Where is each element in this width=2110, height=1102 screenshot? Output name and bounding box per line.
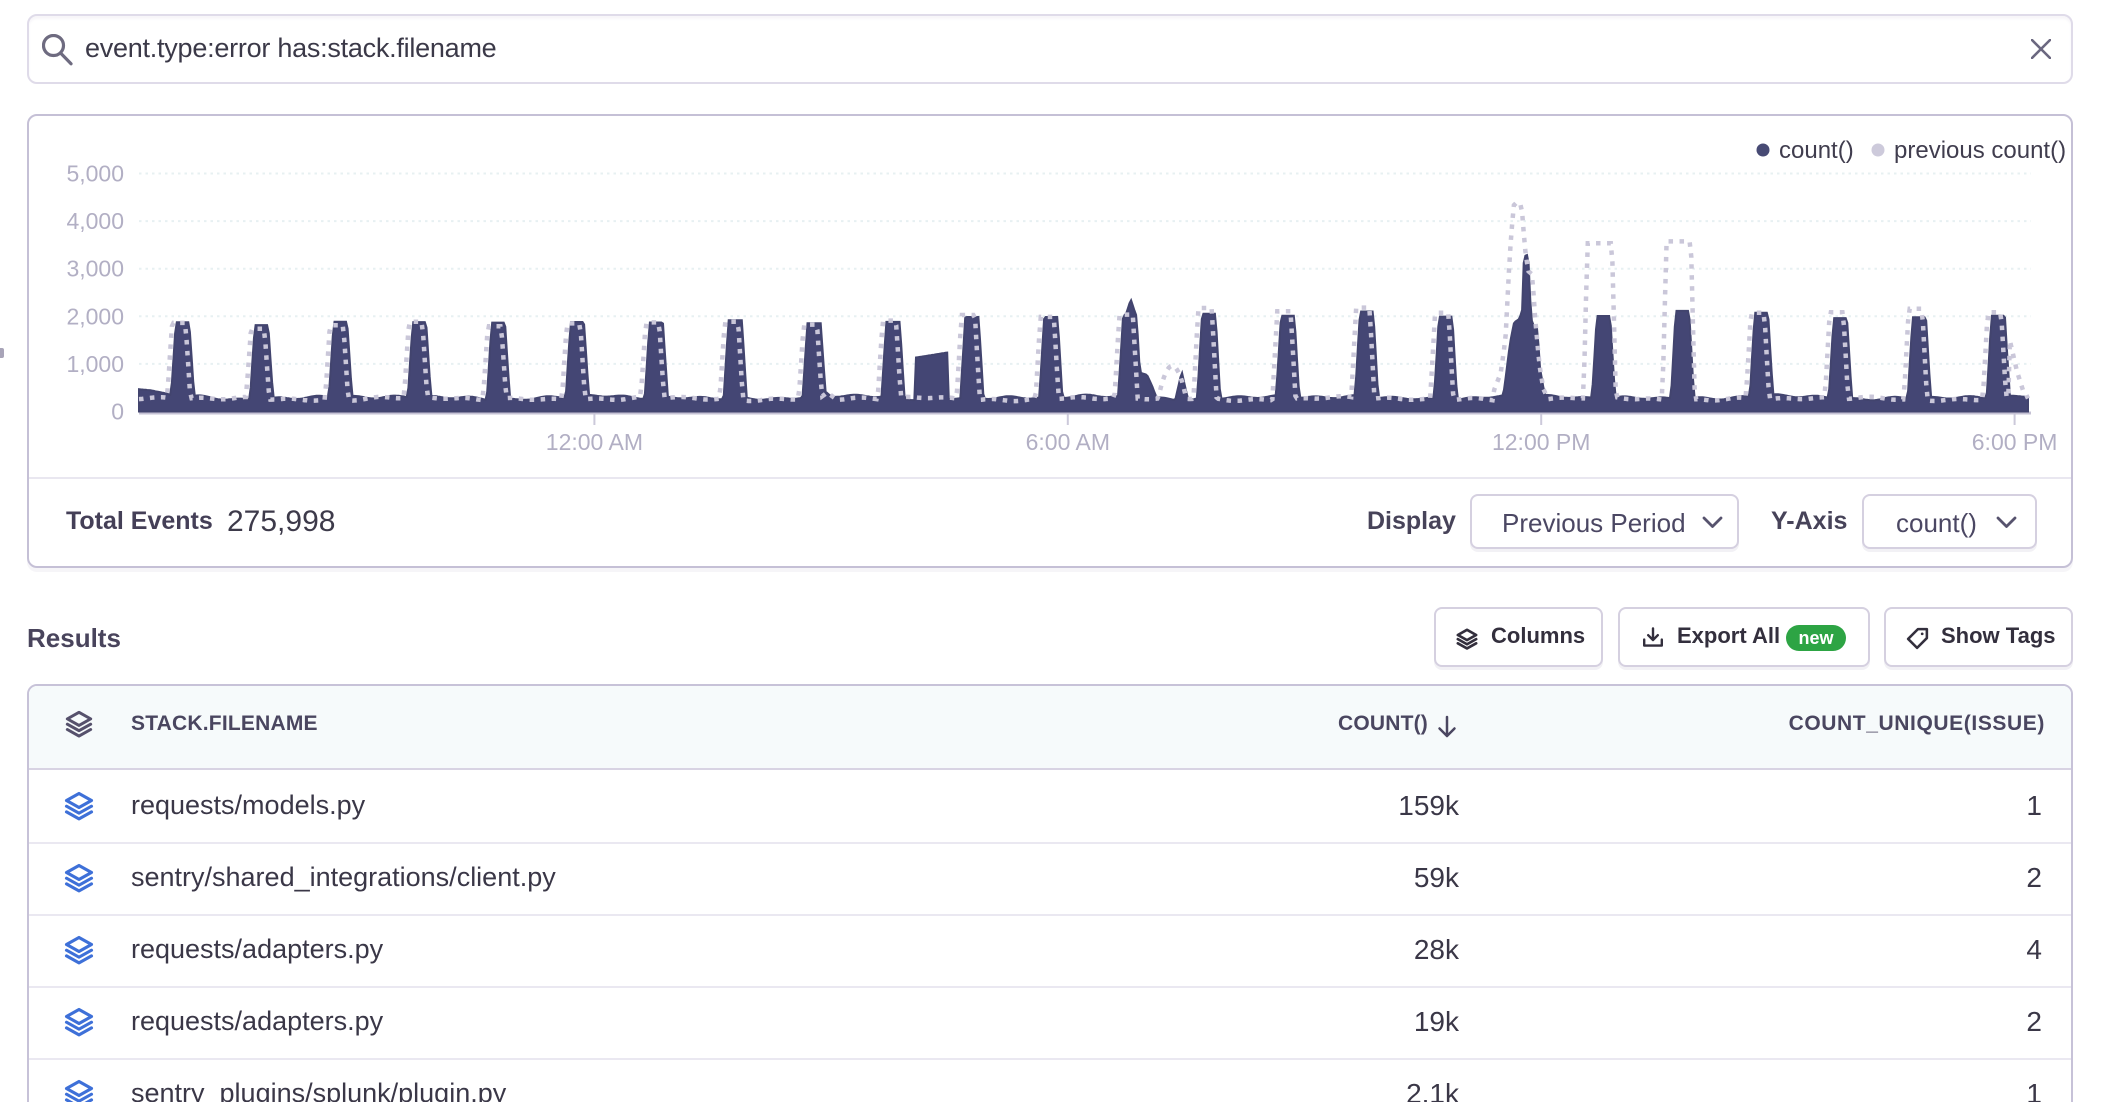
svg-text:12:00 PM: 12:00 PM	[1492, 429, 1590, 455]
svg-text:4,000: 4,000	[66, 208, 124, 234]
svg-text:6:00 PM: 6:00 PM	[1972, 429, 2058, 455]
svg-text:5,000: 5,000	[66, 161, 124, 187]
svg-text:1,000: 1,000	[66, 351, 124, 377]
svg-text:3,000: 3,000	[66, 256, 124, 282]
svg-text:0: 0	[111, 399, 124, 425]
svg-text:2,000: 2,000	[66, 303, 124, 329]
svg-text:previous count(): previous count()	[1894, 137, 2066, 164]
svg-text:count(): count()	[1779, 137, 1854, 164]
svg-text:12:00 AM: 12:00 AM	[546, 429, 643, 455]
svg-text:6:00 AM: 6:00 AM	[1026, 429, 1110, 455]
